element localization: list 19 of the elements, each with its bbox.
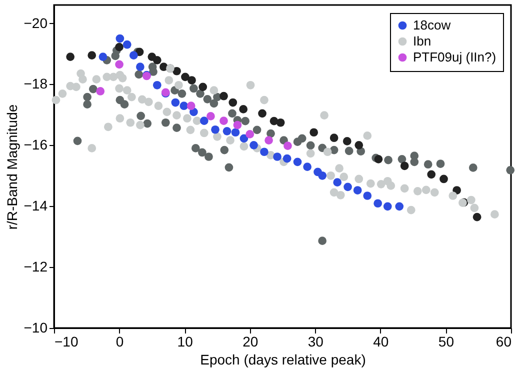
y-tick-label: −16 [24,136,48,153]
legend-label: PTF09uj (IIn?) [413,50,496,64]
x-tick-label: 0 [116,334,124,350]
x-tick-label: 50 [438,334,454,350]
x-tick-label: 40 [373,334,389,350]
y-tick-label: −10 [24,320,48,336]
y-axis-title: r/R-Band Magnitude [4,104,20,230]
x-tick-label: 20 [242,334,258,350]
y-tick-label: −20 [24,14,48,31]
x-tick-label: 60 [496,334,512,350]
legend-label: 18cow [413,18,452,32]
legend-label: Ibn [413,34,432,48]
x-tick-label: 30 [308,334,324,350]
y-tick-label: −18 [24,76,48,92]
y-tick-label: −14 [24,198,48,214]
x-axis-title: Epoch (days relative peak) [200,352,366,368]
x-tick-label: 10 [177,334,194,350]
y-tick-label: −12 [24,258,48,275]
x-tick-label: −10 [54,334,78,350]
